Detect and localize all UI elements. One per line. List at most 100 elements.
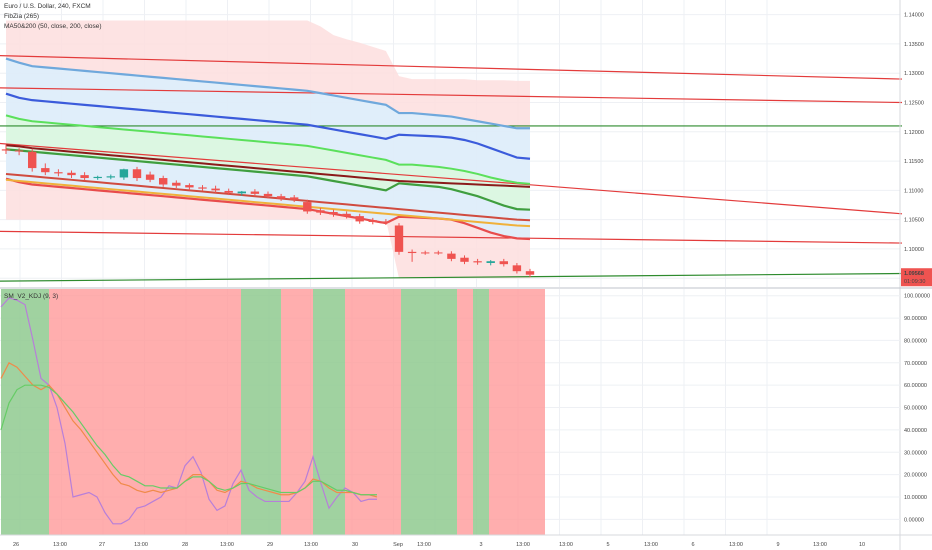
candle-body <box>198 187 207 189</box>
candle-body <box>316 210 325 213</box>
candle[interactable] <box>28 148 37 172</box>
candle-body <box>28 151 37 169</box>
candle[interactable] <box>237 190 246 196</box>
candle[interactable] <box>303 199 312 214</box>
candle[interactable] <box>512 262 522 274</box>
candle-body <box>250 191 260 194</box>
regime-block <box>1 289 49 535</box>
candle[interactable] <box>499 258 508 267</box>
candle[interactable] <box>41 163 50 176</box>
candle[interactable] <box>106 174 115 180</box>
candle[interactable] <box>1 144 11 155</box>
oscillator-tick-label: 0.00000 <box>904 517 924 523</box>
trendline[interactable] <box>0 142 903 215</box>
candle[interactable] <box>119 168 129 180</box>
candle-body <box>237 191 246 194</box>
legend-oscillator[interactable]: SM_V2_KDJ (9, 3) <box>4 293 59 300</box>
candle[interactable] <box>67 170 76 179</box>
candle[interactable] <box>54 169 63 177</box>
moving-average-line <box>5 144 531 188</box>
time-tick-label: 13:00 <box>813 542 827 548</box>
candle[interactable] <box>198 185 207 191</box>
time-tick-label: 29 <box>267 542 273 548</box>
candle-body <box>1 149 11 151</box>
oscillator-tick-label: 70.00000 <box>904 361 927 367</box>
price-tick-label: 1.10000 <box>904 247 924 253</box>
candle-body <box>263 193 273 197</box>
oscillator-tick-label: 90.00000 <box>904 316 927 322</box>
candle[interactable] <box>290 195 299 203</box>
candle[interactable] <box>447 251 456 262</box>
candle[interactable] <box>473 258 482 265</box>
candle[interactable] <box>172 180 181 189</box>
time-tick-label: 13:00 <box>729 542 743 548</box>
candle-body <box>172 182 181 186</box>
trendlines <box>0 55 903 282</box>
oscillator-line <box>0 361 378 498</box>
candle[interactable] <box>145 171 155 183</box>
time-tick-label: 27 <box>99 542 105 548</box>
candle-body <box>211 188 220 191</box>
candle[interactable] <box>342 211 351 219</box>
price-tick-label: 1.13000 <box>904 71 924 77</box>
candle-body <box>434 252 443 254</box>
oscillator-tick-label: 10.00000 <box>904 495 927 501</box>
candle[interactable] <box>368 217 377 225</box>
candle[interactable] <box>132 166 142 181</box>
candle[interactable] <box>80 172 89 181</box>
candle[interactable] <box>276 193 286 201</box>
regime-block <box>49 289 241 535</box>
candle[interactable] <box>263 191 273 199</box>
candle[interactable] <box>460 255 469 265</box>
candle[interactable] <box>421 250 430 255</box>
candle-body <box>145 174 155 180</box>
candle[interactable] <box>93 175 102 180</box>
candle[interactable] <box>394 223 404 255</box>
regime-block <box>313 289 345 535</box>
legend-indicator-fibzia[interactable]: FibZia (265) <box>4 13 40 20</box>
candle-body <box>368 220 377 222</box>
candle-body <box>54 172 63 174</box>
candle-body <box>119 169 129 178</box>
candle[interactable] <box>14 148 24 156</box>
legend-indicator-ma[interactable]: MA50&200 (50, close, 200, close) <box>4 23 102 30</box>
time-tick-label: 13:00 <box>644 542 658 548</box>
candle[interactable] <box>316 207 325 215</box>
candle[interactable] <box>525 268 535 278</box>
oscillator-line <box>0 297 377 525</box>
candle-body <box>80 175 89 179</box>
trendline[interactable] <box>0 230 903 244</box>
time-tick-label: 13:00 <box>559 542 573 548</box>
candle[interactable] <box>224 188 233 196</box>
candle[interactable] <box>250 189 260 197</box>
fib-band-line <box>5 57 530 130</box>
candle[interactable] <box>486 260 495 266</box>
time-tick-label: 9 <box>776 542 779 548</box>
fib-cloud-green <box>6 115 530 210</box>
candle-body <box>106 176 115 178</box>
candle-body <box>421 252 430 254</box>
candle-body <box>460 257 469 262</box>
current-price-badge[interactable]: 1.09568 01:09:30 <box>901 268 932 287</box>
trendline[interactable] <box>0 55 903 80</box>
candle-body <box>355 216 364 222</box>
candle-body <box>14 150 24 152</box>
regime-block <box>473 289 489 535</box>
price-tick-label: 1.11000 <box>904 188 923 194</box>
regime-block <box>401 289 457 535</box>
candle[interactable] <box>434 250 443 255</box>
candle[interactable] <box>381 219 391 225</box>
candle[interactable] <box>159 175 168 187</box>
candle[interactable] <box>185 183 194 191</box>
candle[interactable] <box>407 249 417 262</box>
candle[interactable] <box>329 209 338 217</box>
price-tick-label: 1.11500 <box>904 159 923 165</box>
trendline[interactable] <box>0 87 903 104</box>
oscillator-lines <box>0 297 378 525</box>
candle[interactable] <box>211 185 220 193</box>
candle[interactable] <box>355 213 364 224</box>
fib-band-line <box>5 92 531 160</box>
trendline[interactable] <box>0 272 903 282</box>
